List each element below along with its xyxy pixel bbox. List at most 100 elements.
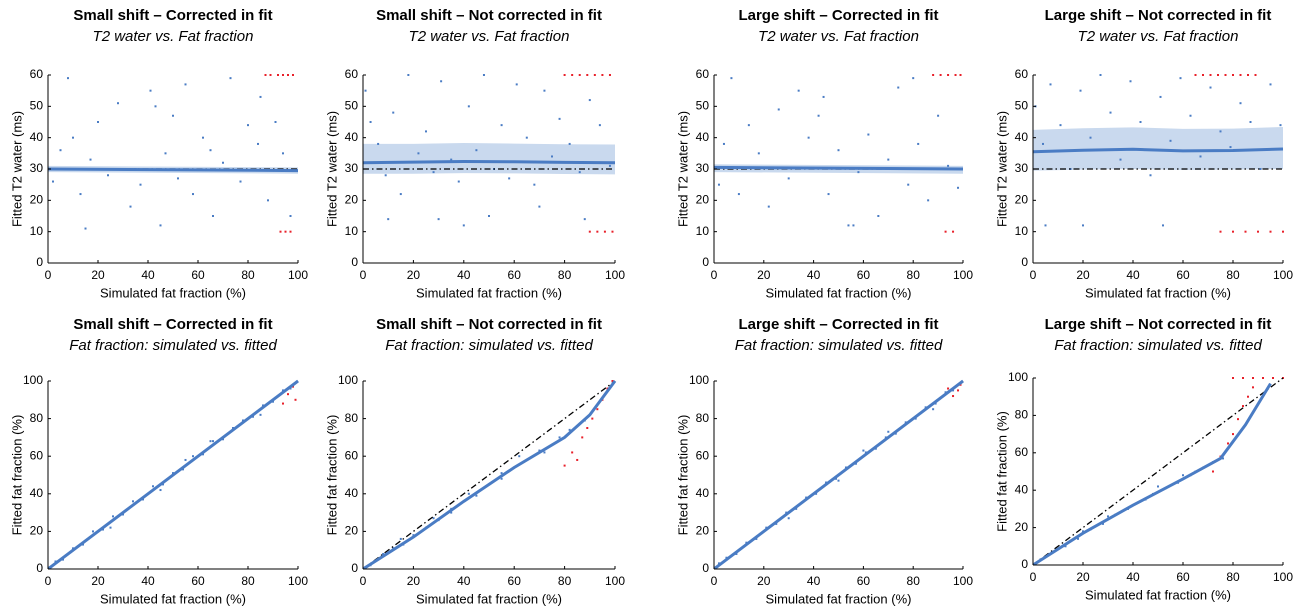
data-point (1064, 545, 1067, 548)
y-tick-label: 40 (1015, 130, 1029, 144)
data-point (737, 193, 740, 196)
data-point (1269, 83, 1272, 86)
y-tick-label: 60 (696, 448, 710, 462)
data-point (384, 174, 387, 177)
data-point (184, 458, 187, 461)
data-point (209, 149, 212, 152)
data-point (822, 95, 825, 98)
panel: Large shift – Corrected in fit T2 water v… (675, 7, 973, 300)
data-point (437, 218, 440, 221)
data-point (222, 161, 224, 164)
data-point (543, 89, 546, 92)
data-point (1077, 537, 1079, 540)
data-point (927, 199, 930, 202)
data-point (894, 432, 897, 435)
data-point (862, 449, 865, 452)
data-point (563, 74, 566, 76)
y-tick-label: 10 (30, 224, 44, 238)
data-point (467, 492, 470, 495)
y-tick-label: 20 (345, 193, 359, 207)
data-point (1109, 111, 1112, 114)
data-point (959, 74, 962, 76)
panel-subtitle: T2 water vs. Fat fraction (1078, 28, 1239, 45)
data-point (259, 95, 262, 98)
data-point (1049, 83, 1052, 86)
x-tick-label: 80 (1226, 268, 1240, 282)
x-tick-label: 60 (191, 268, 205, 282)
data-point (797, 89, 800, 92)
data-point (904, 421, 907, 424)
data-point (500, 124, 503, 127)
data-point (1242, 405, 1244, 408)
panel: Small shift – Not corrected in fit T2 wat… (324, 7, 625, 300)
x-tick-label: 60 (1176, 268, 1190, 282)
x-tick-label: 20 (91, 574, 105, 588)
data-point (874, 447, 877, 450)
panel-title: Large shift – Not corrected in fit (1045, 316, 1272, 333)
data-point (775, 522, 778, 525)
data-point (387, 218, 390, 221)
data-point (1119, 158, 1122, 161)
panel-title: Small shift – Not corrected in fit (376, 316, 602, 333)
x-tick-label: 0 (360, 574, 367, 588)
data-point (795, 507, 798, 510)
panel-subtitle: Fat fraction: simulated vs. fitted (69, 337, 277, 354)
data-point (538, 449, 541, 452)
data-point (947, 387, 950, 390)
data-point (815, 492, 818, 495)
data-point (1044, 224, 1047, 227)
plot-area (1033, 74, 1284, 233)
data-point (957, 186, 960, 189)
data-point (172, 114, 174, 117)
data-point (596, 230, 599, 233)
data-point (252, 415, 254, 418)
data-point (837, 479, 840, 482)
y-tick-label: 60 (345, 67, 359, 81)
y-tick-label: 60 (30, 67, 44, 81)
x-tick-label: 60 (191, 574, 205, 588)
data-point (1254, 74, 1257, 76)
data-point (279, 230, 282, 233)
x-tick-label: 100 (953, 574, 973, 588)
data-point (242, 419, 244, 422)
data-point (1089, 136, 1092, 139)
x-axis-label: Simulated fat fraction (%) (766, 591, 912, 606)
y-tick-label: 0 (702, 255, 709, 269)
data-point (1222, 457, 1224, 460)
data-point (558, 117, 561, 120)
data-point (52, 180, 54, 183)
data-point (558, 436, 561, 439)
y-tick-label: 0 (36, 255, 43, 269)
y-tick-label: 20 (30, 524, 44, 538)
data-point (844, 466, 847, 469)
data-point (500, 472, 503, 475)
trend-line (714, 165, 964, 171)
data-point (1239, 102, 1242, 105)
data-point (282, 389, 284, 392)
plot-area (48, 74, 299, 233)
x-tick-label: 40 (1126, 570, 1140, 584)
data-point (392, 111, 395, 114)
data-point (500, 477, 503, 480)
panel-title: Large shift – Not corrected in fit (1045, 7, 1272, 24)
data-point (284, 230, 287, 233)
data-point (364, 89, 367, 92)
data-point (603, 230, 606, 233)
data-point (934, 402, 937, 405)
data-point (1232, 230, 1234, 233)
y-axis-label: Fitted T2 water (ms) (324, 111, 339, 227)
data-point (149, 89, 152, 92)
y-tick-label: 40 (30, 130, 44, 144)
data-point (957, 389, 960, 392)
data-point (1199, 155, 1202, 158)
data-point (282, 74, 284, 76)
data-point (947, 74, 950, 76)
data-point (62, 558, 64, 561)
x-tick-label: 40 (1126, 268, 1140, 282)
x-tick-label: 20 (91, 268, 105, 282)
x-tick-label: 80 (558, 268, 572, 282)
data-point (825, 481, 828, 484)
data-point (735, 552, 738, 555)
data-point (79, 193, 82, 196)
data-point (382, 552, 385, 555)
